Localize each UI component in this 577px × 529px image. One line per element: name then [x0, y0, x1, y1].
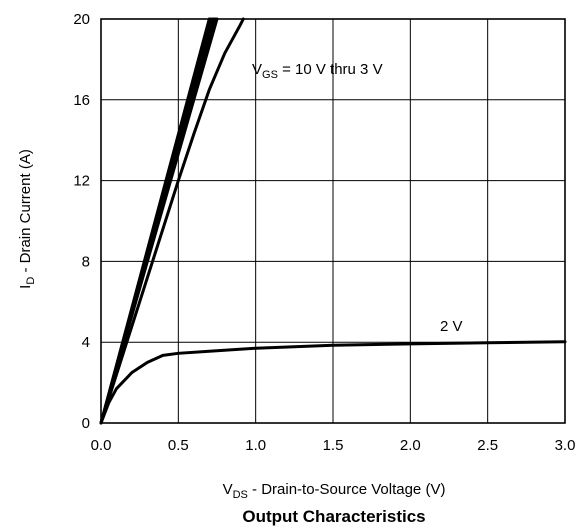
y-tick-label: 16	[73, 92, 90, 109]
x-axis-subscript: DS	[233, 489, 248, 501]
series-line-7	[99, 340, 567, 425]
plot-frame	[100, 18, 566, 424]
vgs-symbol: V	[252, 61, 262, 78]
y-axis-label: ID - Drain Current (A)	[17, 149, 37, 289]
vgs-subscript: GS	[262, 69, 278, 81]
x-tick-label: 2.0	[400, 437, 421, 454]
x-axis-symbol: V	[223, 481, 233, 498]
y-tick-label: 0	[82, 415, 90, 432]
y-axis-subscript: D	[25, 277, 37, 285]
y-tick-label: 4	[82, 334, 90, 351]
x-axis-text: - Drain-to-Source Voltage (V)	[248, 481, 446, 498]
y-tick-labels: 0 4 8 12 16 20	[73, 11, 90, 432]
vgs-range-annotation: VGS = 10 V thru 3 V	[252, 61, 383, 81]
x-tick-labels: 0.0 0.5 1.0 1.5 2.0 2.5 3.0	[91, 437, 576, 454]
y-tick-label: 12	[73, 173, 90, 190]
series-line-6	[99, 17, 245, 425]
grid-lines	[100, 18, 566, 424]
x-tick-label: 0.5	[168, 437, 189, 454]
vgs-2v-annotation: 2 V	[440, 318, 463, 335]
x-tick-label: 1.5	[323, 437, 344, 454]
x-tick-label: 3.0	[555, 437, 576, 454]
x-tick-label: 2.5	[477, 437, 498, 454]
x-axis-label: VDS - Drain-to-Source Voltage (V)	[223, 481, 446, 501]
y-axis-text: - Drain Current (A)	[17, 149, 34, 277]
chart-title: Output Characteristics	[242, 507, 425, 526]
x-tick-label: 1.0	[245, 437, 266, 454]
curves-group	[99, 17, 567, 425]
y-axis-symbol: I	[17, 285, 34, 289]
y-tick-label: 8	[82, 253, 90, 270]
y-tick-label: 20	[73, 11, 90, 28]
vgs-range-text: = 10 V thru 3 V	[278, 61, 383, 78]
series-line-5	[99, 17, 219, 425]
x-tick-label: 0.0	[91, 437, 112, 454]
